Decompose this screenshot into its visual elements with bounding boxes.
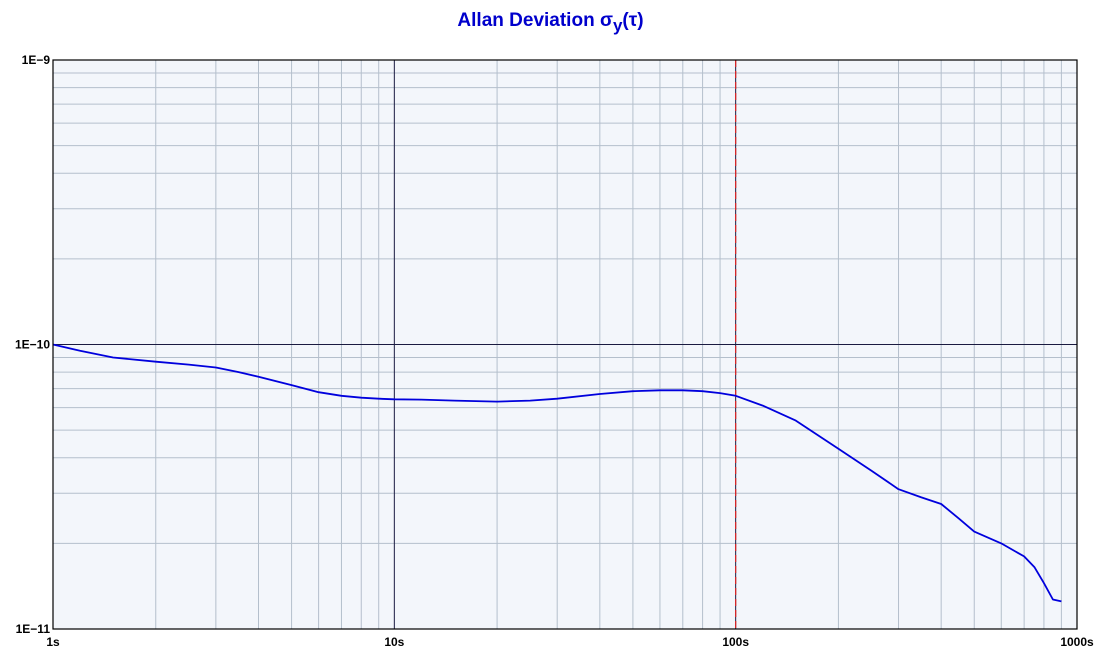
- series-line: [52, 343, 1062, 603]
- series-group: [52, 343, 1062, 603]
- y-tick-label: 1E−10: [15, 338, 50, 352]
- title-subscript: y: [612, 16, 623, 35]
- plot-border: [52, 59, 1078, 630]
- title-suffix: (τ): [622, 10, 644, 31]
- x-tick-label: 10s: [384, 635, 404, 649]
- x-tick-labels: 1s 10s 100s 1000s: [46, 635, 1094, 649]
- title-main: Allan Deviation σ: [457, 10, 613, 31]
- y-tick-label: 1E−9: [22, 53, 51, 67]
- x-tick-label: 100s: [722, 635, 749, 649]
- y-tick-labels: 1E−9 1E−10 1E−11: [15, 53, 50, 636]
- x-tick-label: 1s: [46, 635, 60, 649]
- chart-title: Allan Deviation σy(τ): [0, 10, 1101, 35]
- y-tick-label: 1E−11: [16, 622, 51, 636]
- x-tick-label: 1000s: [1060, 635, 1094, 649]
